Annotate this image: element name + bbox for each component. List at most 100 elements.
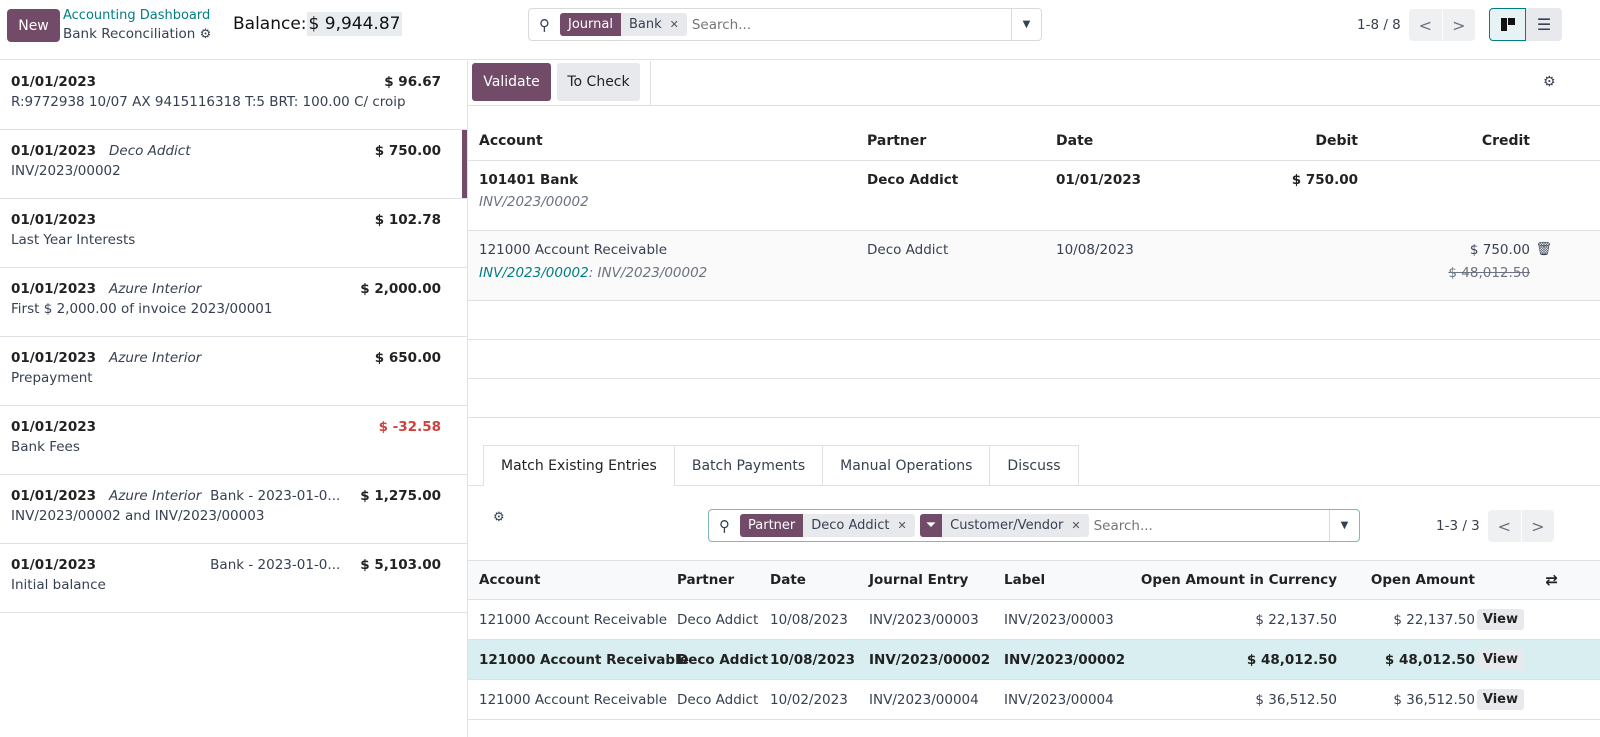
tab-match-existing-entries[interactable]: Match Existing Entries — [483, 445, 675, 486]
statement-journal: Bank - 2023-01-0... — [210, 557, 341, 573]
cell-label: INV/2023/00003 — [1004, 611, 1114, 628]
entry-line-bank[interactable]: 101401 Bank INV/2023/00002 Deco Addict 0… — [468, 161, 1600, 230]
col-journal-entry[interactable]: Journal Entry — [869, 572, 969, 588]
cell-partner: Deco Addict — [677, 691, 759, 708]
tab-manual-operations[interactable]: Manual Operations — [822, 445, 991, 485]
gear-icon[interactable]: ⚙ — [199, 27, 212, 42]
statement-line[interactable]: 01/01/2023 Deco Addict $ 750.00 INV/2023/00… — [0, 130, 467, 199]
facet-value: Deco Addict — [811, 518, 890, 533]
invoice-link[interactable]: INV/2023/00002 — [479, 265, 589, 281]
cell-date: 10/08/2023 — [770, 611, 848, 628]
previous-icon[interactable]: < — [1418, 15, 1432, 35]
statement-amount: $ 5,103.00 — [360, 557, 441, 573]
tab-discuss[interactable]: Discuss — [989, 445, 1079, 485]
statement-list: 01/01/2023 $ 96.67 R:9772938 10/07 AX 9415… — [0, 61, 468, 737]
cell-label: INV/2023/00004 — [1004, 691, 1114, 708]
next-icon[interactable]: > — [1441, 9, 1475, 41]
top-bar: New Accounting Dashboard Bank Reconcilia… — [0, 0, 1600, 60]
search-dropdown-toggle[interactable]: ▼ — [1011, 9, 1041, 40]
statement-label: First $ 2,000.00 of invoice 2023/00001 — [11, 301, 273, 317]
table-header: Account Partner Date Journal Entry Label… — [468, 560, 1600, 600]
statement-amount: $ 2,000.00 — [360, 281, 441, 297]
statement-line[interactable]: 01/01/2023 $ -32.58 Bank Fees — [0, 406, 467, 475]
tab-batch-payments[interactable]: Batch Payments — [673, 445, 824, 485]
remove-facet-icon[interactable]: ✕ — [897, 519, 907, 532]
facet-key: Partner — [740, 514, 804, 537]
remove-facet-icon[interactable]: ✕ — [669, 18, 679, 31]
statement-date: 01/01/2023 — [11, 488, 97, 504]
breadcrumb-current: Bank Reconciliation ⚙ — [63, 26, 211, 42]
previous-icon[interactable]: < — [1497, 516, 1511, 536]
statement-line[interactable]: 01/01/2023 $ 96.67 R:9772938 10/07 AX 9415… — [0, 61, 467, 130]
col-open-amount[interactable]: Open Amount — [1370, 572, 1475, 588]
cell-open-amount: $ 36,512.50 — [1393, 691, 1475, 708]
statement-label: R:9772938 10/07 AX 9415116318 T:5 BRT: 1… — [11, 94, 406, 110]
search-dropdown-toggle[interactable]: ▼ — [1329, 510, 1359, 541]
col-date[interactable]: Date — [770, 572, 806, 588]
statement-date: 01/01/2023 — [11, 143, 97, 159]
journal-facet: Journal Bank ✕ — [560, 13, 687, 36]
search-icon: ⚲ — [539, 15, 550, 34]
statement-journal: Bank - 2023-01-0... — [210, 488, 341, 504]
divider — [468, 485, 1600, 486]
col-open-amount-currency[interactable]: Open Amount in Currency — [1140, 572, 1337, 588]
statement-line[interactable]: 01/01/2023 Azure Interior Bank - 2023-01-0… — [0, 475, 467, 544]
col-date: Date — [1056, 133, 1094, 149]
view-button[interactable]: View — [1476, 609, 1524, 630]
entry-line-receivable[interactable]: 121000 Account Receivable INV/2023/00002… — [468, 231, 1600, 300]
col-label[interactable]: Label — [1004, 572, 1046, 588]
new-button[interactable]: New — [7, 9, 60, 42]
search-input[interactable] — [1093, 517, 1329, 534]
validate-button[interactable]: Validate — [472, 63, 551, 101]
list-view-button[interactable]: ☰ — [1526, 8, 1562, 41]
statement-date: 01/01/2023 — [11, 281, 97, 297]
cell-open-amount-currency: $ 22,137.50 — [1255, 611, 1337, 628]
statement-label: Last Year Interests — [11, 232, 136, 248]
col-account[interactable]: Account — [479, 572, 541, 588]
table-row[interactable]: 121000 Account Receivable Deco Addict 10/0… — [468, 680, 1600, 720]
entry-original-credit: $ 48,012.50 — [1448, 265, 1530, 281]
tabs: Match Existing Entries Batch Payments Manu… — [483, 445, 1079, 486]
match-search-bar[interactable]: ⚲ Partner Deco Addict ✕ ⏷ Customer/Vendor ✕ … — [708, 509, 1360, 542]
gear-icon[interactable]: ⚙ — [1543, 74, 1556, 90]
gear-icon[interactable]: ⚙ — [493, 510, 505, 525]
col-partner[interactable]: Partner — [677, 572, 735, 588]
col-account: Account — [479, 133, 543, 149]
search-bar[interactable]: ⚲ Journal Bank ✕ ▼ — [528, 8, 1042, 41]
facet-key: Journal — [560, 13, 621, 36]
cell-open-amount-currency: $ 48,012.50 — [1246, 651, 1337, 668]
remove-facet-icon[interactable]: ✕ — [1071, 519, 1081, 532]
trash-icon[interactable]: 🗑 — [1535, 242, 1552, 257]
cell-open-amount: $ 48,012.50 — [1384, 651, 1475, 668]
entry-partner: Deco Addict — [867, 242, 949, 258]
statement-date: 01/01/2023 — [11, 74, 97, 90]
next-icon[interactable]: > — [1520, 510, 1554, 542]
statement-amount: $ 1,275.00 — [360, 488, 441, 504]
cell-open-amount-currency: $ 36,512.50 — [1255, 691, 1337, 708]
kanban-icon — [1500, 18, 1515, 31]
cell-label: INV/2023/00002 — [1004, 651, 1126, 668]
statement-label: Prepayment — [11, 370, 93, 386]
col-credit: Credit — [1481, 133, 1530, 149]
column-settings-icon[interactable]: ⇄ — [1545, 571, 1558, 589]
statement-line[interactable]: 01/01/2023 Bank - 2023-01-0... $ 5,103.00 I… — [0, 544, 467, 613]
statement-label: Bank Fees — [11, 439, 80, 455]
search-input[interactable] — [691, 16, 1011, 33]
kanban-view-button[interactable] — [1489, 8, 1526, 41]
statement-line[interactable]: 01/01/2023 Azure Interior $ 2,000.00 First … — [0, 268, 467, 337]
table-row[interactable]: 121000 Account Receivable Deco Addict 10/0… — [468, 600, 1600, 640]
divider — [468, 300, 1600, 301]
breadcrumb-accounting-dashboard[interactable]: Accounting Dashboard — [63, 8, 211, 23]
statement-line[interactable]: 01/01/2023 Azure Interior $ 650.00 Prepayme… — [0, 337, 467, 406]
view-button[interactable]: View — [1476, 689, 1524, 710]
pager-value[interactable]: 1-8 / 8 — [1357, 17, 1401, 33]
to-check-button[interactable]: To Check — [557, 63, 640, 101]
pager-value[interactable]: 1-3 / 3 — [1436, 518, 1480, 534]
statement-line[interactable]: 01/01/2023 $ 102.78 Last Year Interests — [0, 199, 467, 268]
entry-debit: $ 750.00 — [1291, 172, 1358, 188]
statement-partner: Azure Interior — [109, 488, 202, 504]
table-row[interactable]: 121000 Account Receivable Deco Addict 10/0… — [468, 640, 1600, 680]
col-debit: Debit — [1315, 133, 1358, 149]
view-button[interactable]: View — [1476, 649, 1524, 670]
cell-journal-entry: INV/2023/00003 — [869, 611, 979, 628]
